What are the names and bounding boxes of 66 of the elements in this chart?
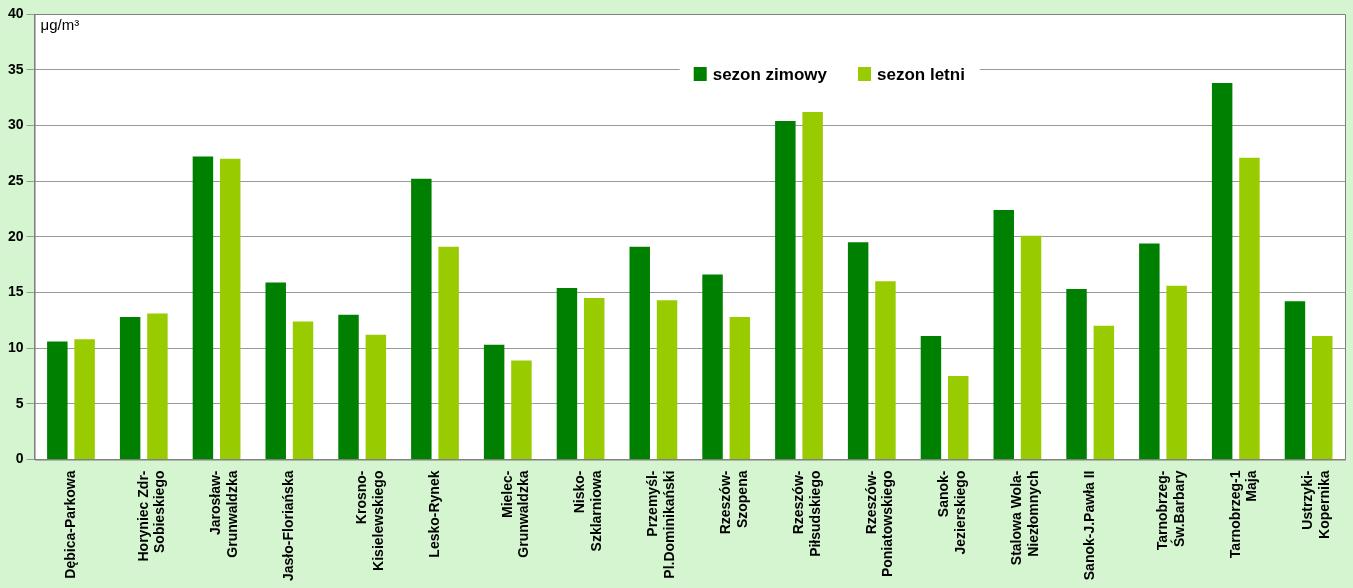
bar [1166, 285, 1187, 460]
bar [1066, 289, 1087, 460]
x-tick-label: Stalowa Wola- Niezłomnych [1008, 470, 1042, 566]
y-tick-label: 30 [7, 116, 24, 133]
bar [802, 112, 823, 460]
x-tick-label: Rzeszów- Piłsudskiego [789, 470, 823, 557]
x-tick-label: Przemyśl- Pl.Dominikański [644, 470, 678, 579]
bar [219, 158, 241, 460]
x-tick-label: Jarosław- Grunwaldzka [207, 470, 241, 558]
x-tick-label: Rzeszów- Poniatowskiego [862, 470, 896, 578]
bar [365, 334, 387, 460]
x-tick-label: Horyniec Zdr- Sobieskiego [134, 470, 168, 562]
bar [993, 210, 1014, 460]
x-tick-label: Ustrzyki- Kopernika [1299, 470, 1333, 539]
bar [1284, 301, 1306, 460]
x-tick-label: Dębica-Parkowa [61, 470, 78, 579]
bar [920, 335, 942, 460]
y-tick-label: 40 [7, 4, 24, 21]
bar [1020, 235, 1042, 460]
bar [847, 242, 869, 460]
bar [948, 375, 969, 460]
bar [1093, 325, 1115, 460]
bar [875, 281, 896, 460]
x-tick-label: Jasło-Floriańska [280, 470, 297, 582]
x-tick-label: Sanok- Jezierskiego [935, 470, 969, 555]
y-tick-label: 20 [7, 227, 24, 244]
bar [338, 314, 359, 460]
legend-label: sezon letni [877, 64, 965, 84]
y-tick-label: 15 [7, 283, 24, 300]
x-tick-label: Lesko-Rynek [425, 470, 442, 558]
bar [292, 321, 314, 460]
bar [775, 120, 796, 460]
bar [1312, 335, 1333, 460]
bar [1139, 243, 1160, 460]
bar [47, 341, 68, 460]
bar [119, 316, 141, 460]
y-tick-label: 10 [7, 338, 24, 355]
y-axis-title: μg/m³ [40, 15, 80, 33]
bar [438, 246, 459, 460]
legend-label: sezon zimowy [712, 64, 828, 84]
bar [483, 344, 505, 460]
x-tick-label: Mielec- Grunwaldzka [498, 470, 532, 558]
bar [584, 298, 605, 460]
bar [411, 178, 432, 460]
y-tick-label: 25 [7, 171, 24, 188]
x-tick-label: Tarnobrzeg- Św.Barbary [1153, 470, 1187, 551]
bar [556, 287, 578, 460]
x-tick-label: Krosno- Kisielewskiego [353, 470, 386, 571]
x-tick-label: Rzeszów- Szopena [717, 470, 750, 535]
x-tick-label: Tarnobrzeg-1 Maja [1226, 470, 1260, 559]
bar [74, 339, 95, 460]
bar [147, 313, 168, 460]
y-tick-label: 35 [7, 60, 24, 77]
y-tick-label: 5 [15, 394, 24, 411]
bar [511, 360, 532, 460]
bar [1239, 157, 1260, 460]
x-tick-label: Sanok-J.Pawła II [1081, 470, 1098, 581]
bar [629, 246, 650, 460]
x-tick-label: Nisko- Szklarniowa [571, 470, 605, 552]
bar [1211, 83, 1233, 460]
bar [265, 282, 286, 460]
y-tick-label: 0 [15, 450, 24, 467]
bar [702, 274, 723, 460]
bar [192, 156, 214, 460]
bar [656, 300, 678, 460]
bar [729, 316, 751, 460]
